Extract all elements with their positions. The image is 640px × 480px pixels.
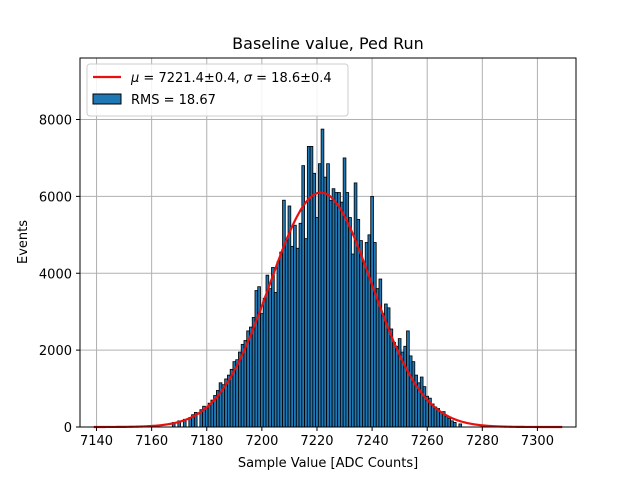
histogram-bar xyxy=(317,163,322,428)
x-tick-label: 7260 xyxy=(411,434,444,449)
histogram-bar xyxy=(273,292,278,428)
histogram-bar xyxy=(444,415,449,428)
histogram-bar xyxy=(249,326,253,428)
legend-fit-label: μ = 7221.4±0.4, σ = 18.6±0.4 xyxy=(130,71,332,86)
histogram-bar xyxy=(378,278,383,428)
histogram-bar xyxy=(353,182,358,428)
histogram-bar xyxy=(419,376,424,428)
histogram-bar xyxy=(422,386,427,428)
y-tick-label: 8000 xyxy=(39,114,72,129)
histogram-bar xyxy=(334,192,339,428)
y-axis-ticks: 0 2000 4000 6000 8000 xyxy=(39,114,80,436)
legend: μ = 7221.4±0.4, σ = 18.6±0.4 RMS = 18.67 xyxy=(86,63,349,117)
histogram-bar xyxy=(323,176,328,428)
histogram-bar xyxy=(306,146,311,428)
histogram-bar xyxy=(260,313,264,428)
histogram-bar xyxy=(337,192,341,428)
histogram-bar xyxy=(342,157,347,428)
y-tick-label: 2000 xyxy=(39,344,72,359)
y-tick-label: 6000 xyxy=(39,190,72,205)
legend-histogram-label: RMS = 18.67 xyxy=(131,93,216,108)
histogram-bar xyxy=(265,274,270,428)
histogram-bar xyxy=(433,406,438,428)
histogram-bar xyxy=(295,247,300,428)
histogram-bar xyxy=(408,355,413,428)
histogram-bar xyxy=(447,418,452,428)
histogram-bar xyxy=(392,342,396,428)
histogram-bar xyxy=(373,242,377,428)
legend-sigma-symbol: σ xyxy=(244,71,253,86)
histogram-bar xyxy=(312,172,317,428)
histogram-bar xyxy=(450,420,454,428)
histogram-bar xyxy=(411,361,416,428)
histogram-bar xyxy=(284,240,289,428)
histogram-bar xyxy=(276,261,281,428)
x-axis-label: Sample Value [ADC Counts] xyxy=(238,456,418,471)
histogram-bar xyxy=(320,128,325,428)
y-tick-label: 0 xyxy=(64,421,72,436)
legend-mu-value: = 7221.4±0.4, xyxy=(139,71,243,86)
x-tick-label: 7280 xyxy=(466,434,499,449)
histogram-bar xyxy=(279,251,283,428)
histogram-bar xyxy=(370,195,374,428)
histogram-bar xyxy=(406,330,410,428)
gaussian-fit-curve xyxy=(93,191,563,429)
histogram-bar xyxy=(254,290,259,428)
histogram-bar xyxy=(282,199,286,428)
histogram-bar xyxy=(298,222,303,428)
legend-mu-symbol: μ xyxy=(130,71,139,86)
x-tick-label: 7220 xyxy=(300,434,333,449)
histogram-bar xyxy=(367,234,372,428)
histogram-bar xyxy=(395,345,399,428)
x-tick-label: 7140 xyxy=(80,434,113,449)
histogram-bar xyxy=(304,238,308,428)
x-axis-ticks: 7140 7160 7180 7200 7220 7240 7260 7280 7300 xyxy=(80,427,554,449)
histogram-bar xyxy=(452,421,457,428)
legend-box xyxy=(86,63,349,117)
histogram-bar xyxy=(359,240,363,428)
histogram-bar xyxy=(235,359,239,428)
histogram-bar xyxy=(204,407,209,428)
histogram-bar xyxy=(243,340,248,428)
histogram-bar xyxy=(315,217,319,428)
histogram-bar xyxy=(271,267,275,428)
x-tick-label: 7240 xyxy=(356,434,389,449)
x-tick-label: 7180 xyxy=(190,434,223,449)
histogram-bar xyxy=(381,313,385,428)
histogram-bar xyxy=(268,288,272,428)
histogram-bar xyxy=(293,224,297,428)
histogram-bar xyxy=(439,411,443,428)
histogram-bar xyxy=(290,245,294,428)
plot-frame xyxy=(79,57,577,428)
histogram-bar xyxy=(287,205,292,428)
histogram-bar xyxy=(339,201,344,428)
histogram-bar xyxy=(389,328,394,428)
y-tick-label: 4000 xyxy=(39,267,72,282)
legend-histogram-swatch xyxy=(92,93,122,105)
x-tick-label: 7200 xyxy=(245,434,278,449)
legend-sigma-value: = 18.6±0.4 xyxy=(252,71,332,86)
histogram-bar xyxy=(331,188,336,428)
histogram-bar xyxy=(328,199,333,428)
histogram-bar xyxy=(309,146,314,428)
histogram-bar xyxy=(262,297,267,428)
histogram-bar xyxy=(375,288,380,428)
histogram-bar xyxy=(351,253,355,428)
chart-title: Baseline value, Ped Run xyxy=(232,34,424,53)
histogram-bar xyxy=(345,192,350,428)
histogram-bar xyxy=(251,317,256,428)
histogram-bar xyxy=(326,163,330,428)
x-tick-label: 7160 xyxy=(135,434,168,449)
histogram-bar xyxy=(362,263,366,428)
x-tick-label: 7300 xyxy=(521,434,554,449)
histogram-bar xyxy=(348,217,352,428)
histogram-bar xyxy=(403,345,407,428)
y-axis-label: Events xyxy=(16,220,31,264)
